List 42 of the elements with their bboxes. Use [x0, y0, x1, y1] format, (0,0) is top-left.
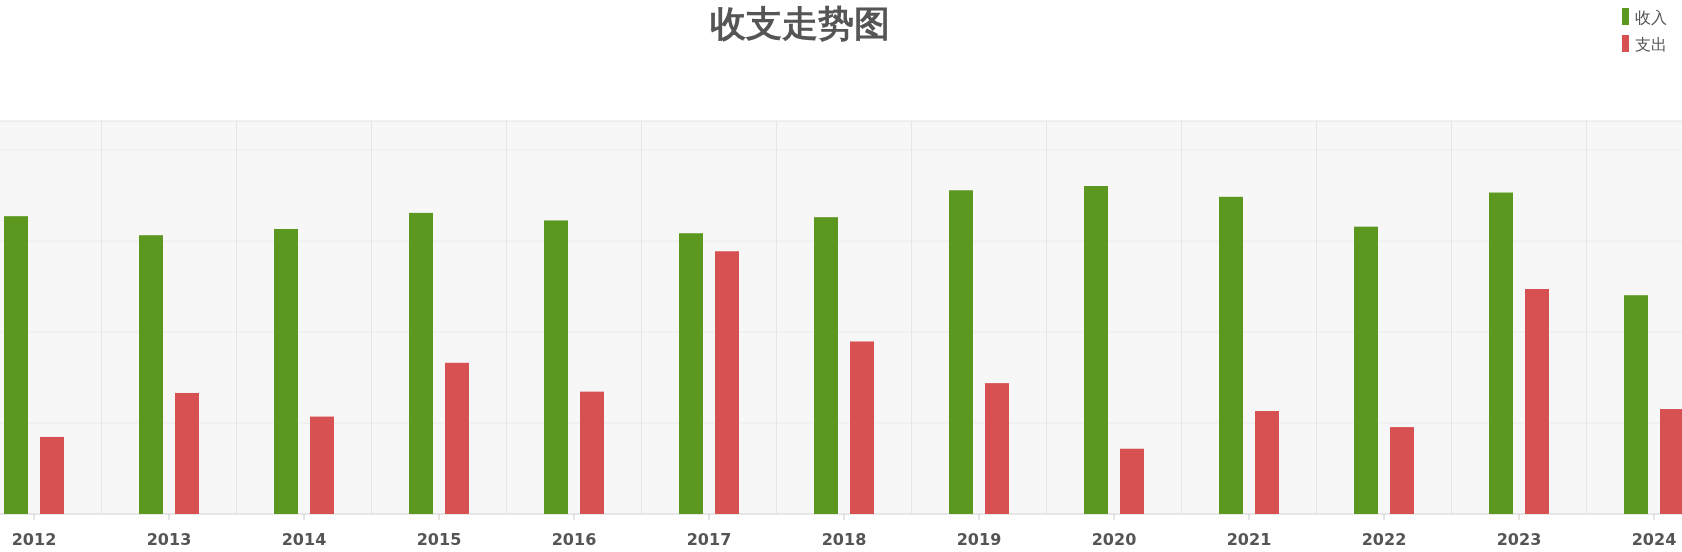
- bar: [580, 391, 604, 514]
- bar: [985, 383, 1009, 514]
- bar: [1624, 295, 1648, 514]
- bar: [679, 233, 703, 514]
- chart-title: 收支走势图: [710, 3, 890, 44]
- x-tick-label: 2012: [11, 530, 57, 549]
- x-tick-label: 2020: [1091, 530, 1137, 549]
- bar: [310, 416, 334, 514]
- bar: [814, 217, 838, 514]
- bar: [949, 190, 973, 514]
- bar: [1660, 409, 1682, 514]
- bar: [409, 212, 433, 514]
- bar: [4, 216, 28, 514]
- bar: [544, 220, 568, 514]
- x-tick-label: 2015: [416, 530, 462, 549]
- x-tick-label: 2019: [956, 530, 1002, 549]
- x-tick-label: 2016: [551, 530, 597, 549]
- bar: [139, 235, 163, 514]
- bar: [445, 362, 469, 514]
- bar: [1084, 186, 1108, 514]
- x-tick-label: 2014: [281, 530, 327, 549]
- bar: [850, 341, 874, 514]
- legend-label: 支出: [1635, 35, 1667, 54]
- bar: [1120, 448, 1144, 514]
- bar: [175, 392, 199, 514]
- x-tick-label: 2024: [1631, 530, 1677, 549]
- bar: [274, 228, 298, 514]
- bar: [1390, 427, 1414, 514]
- bar: [1525, 288, 1549, 514]
- bar: [1255, 411, 1279, 514]
- x-tick-label: 2021: [1226, 530, 1272, 549]
- bar: [1354, 226, 1378, 514]
- bar: [40, 436, 64, 514]
- x-tick-label: 2013: [146, 530, 192, 549]
- x-tick-label: 2022: [1361, 530, 1407, 549]
- bar: [1219, 196, 1243, 514]
- x-tick-label: 2017: [686, 530, 732, 549]
- x-tick-label: 2023: [1496, 530, 1542, 549]
- x-tick-label: 2018: [821, 530, 867, 549]
- legend-label: 收入: [1635, 8, 1667, 27]
- bar: [1489, 192, 1513, 514]
- bar: [715, 251, 739, 514]
